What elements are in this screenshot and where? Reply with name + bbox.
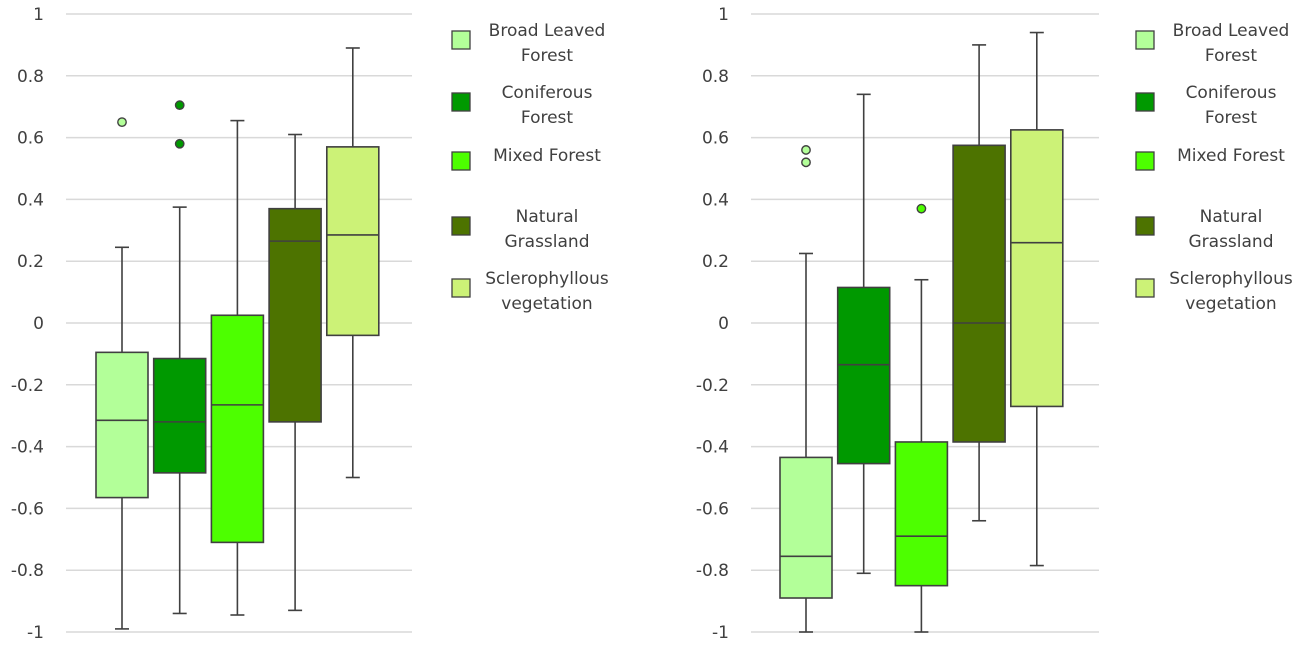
legend-swatch <box>1135 30 1155 50</box>
box-1 <box>152 100 207 615</box>
legend-label: Forest <box>521 46 574 66</box>
box-4 <box>1009 31 1064 567</box>
y-tick-label: 0.4 <box>702 190 729 210</box>
legend-label: vegetation <box>501 294 592 314</box>
iqr-box <box>1009 129 1064 408</box>
y-tick-label: -1 <box>712 623 729 643</box>
box-0 <box>95 117 149 630</box>
box-3 <box>268 133 322 612</box>
y-tick-label: 1 <box>718 5 729 25</box>
legend-item: Broad Leaved Forest <box>1135 21 1290 66</box>
legend-label: Sclerophyllous <box>485 269 609 289</box>
outlier-point <box>801 145 811 155</box>
box-3 <box>952 44 1006 522</box>
iqr-box <box>210 314 265 544</box>
y-axis: 1 0.8 0.6 0.4 0.2 0 -0.2 -0.4 -0.6 -0.8 -1 <box>696 5 729 643</box>
legend-swatch <box>1135 278 1155 298</box>
legend-item: Sclerophyllous vegetation <box>451 269 609 314</box>
legend: Broad Leaved Forest Coniferous Forest Mixed … <box>451 21 609 314</box>
legend-item: Mixed Forest <box>1135 146 1285 171</box>
chart-left: 1 0.8 0.6 0.4 0.2 0 -0.2 -0.4 -0.6 -0.8 -1 Broad Le… <box>11 5 609 643</box>
iqr-box <box>779 456 833 599</box>
outlier-point <box>916 203 927 214</box>
box-0 <box>779 145 833 633</box>
y-tick-label: -0.8 <box>11 561 44 581</box>
legend-item: Sclerophyllous vegetation <box>1135 269 1293 314</box>
iqr-box <box>325 146 380 337</box>
iqr-box <box>894 441 949 587</box>
iqr-box <box>836 286 891 465</box>
y-tick-label: 0.2 <box>17 252 44 272</box>
legend-label: Grassland <box>1189 232 1274 252</box>
y-tick-label: -0.6 <box>11 499 44 519</box>
legend-swatch <box>451 92 471 112</box>
legend-item: Broad Leaved Forest <box>451 21 606 66</box>
y-tick-label: 0 <box>718 314 729 334</box>
y-tick-label: -0.6 <box>696 499 729 519</box>
legend-label: Broad Leaved <box>489 21 606 41</box>
legend-swatch <box>451 30 471 50</box>
legend-item: Natural Grassland <box>1135 207 1274 252</box>
y-tick-label: 0.4 <box>17 190 44 210</box>
chart-right: 1 0.8 0.6 0.4 0.2 0 -0.2 -0.4 -0.6 -0.8 -1 Broad Le… <box>696 5 1293 643</box>
legend-swatch <box>1135 216 1155 236</box>
iqr-box <box>952 144 1006 443</box>
legend-label: Natural <box>1200 207 1263 227</box>
legend-label: Coniferous <box>1186 83 1277 103</box>
y-tick-label: -0.2 <box>11 376 44 396</box>
y-tick-label: 0 <box>33 314 44 334</box>
legend-label: Grassland <box>505 232 590 252</box>
outlier-point <box>117 117 127 128</box>
legend: Broad Leaved Forest Coniferous Forest Mixed … <box>1135 21 1293 314</box>
y-tick-label: 1 <box>33 5 44 25</box>
outlier-point <box>174 138 185 149</box>
y-tick-label: -0.4 <box>11 438 44 458</box>
legend-swatch <box>451 151 471 171</box>
iqr-box <box>95 351 149 499</box>
y-axis: 1 0.8 0.6 0.4 0.2 0 -0.2 -0.4 -0.6 -0.8 -1 <box>11 5 44 643</box>
y-tick-label: 0.8 <box>17 67 44 87</box>
legend-label: Forest <box>1205 108 1258 128</box>
iqr-box <box>152 357 207 474</box>
box-4 <box>325 47 380 479</box>
y-tick-label: 0.8 <box>702 67 729 87</box>
legend-label: Forest <box>521 108 574 128</box>
y-tick-label: -0.4 <box>696 438 729 458</box>
box-1 <box>836 93 891 575</box>
outlier-point <box>174 100 185 111</box>
legend-label: vegetation <box>1185 294 1276 314</box>
y-tick-label: -0.2 <box>696 376 729 396</box>
legend-label: Mixed Forest <box>1177 146 1285 166</box>
y-tick-label: -1 <box>27 623 44 643</box>
legend-item: Coniferous Forest <box>451 83 593 128</box>
box-2 <box>894 203 949 633</box>
legend-swatch <box>451 278 471 298</box>
legend-item: Mixed Forest <box>451 146 601 171</box>
y-tick-label: -0.8 <box>696 561 729 581</box>
box-2 <box>210 119 265 616</box>
y-tick-label: 0.2 <box>702 252 729 272</box>
legend-label: Natural <box>516 207 579 227</box>
legend-item: Natural Grassland <box>451 207 590 252</box>
outlier-point <box>801 157 811 168</box>
legend-label: Coniferous <box>502 83 593 103</box>
legend-item: Coniferous Forest <box>1135 83 1277 128</box>
legend-label: Forest <box>1205 46 1258 66</box>
iqr-box <box>268 207 322 423</box>
legend-swatch <box>451 216 471 236</box>
legend-label: Broad Leaved <box>1173 21 1290 41</box>
y-tick-label: 0.6 <box>702 129 729 149</box>
legend-swatch <box>1135 151 1155 171</box>
legend-swatch <box>1135 92 1155 112</box>
y-tick-label: 0.6 <box>17 129 44 149</box>
legend-label: Sclerophyllous <box>1169 269 1293 289</box>
legend-label: Mixed Forest <box>493 146 601 166</box>
